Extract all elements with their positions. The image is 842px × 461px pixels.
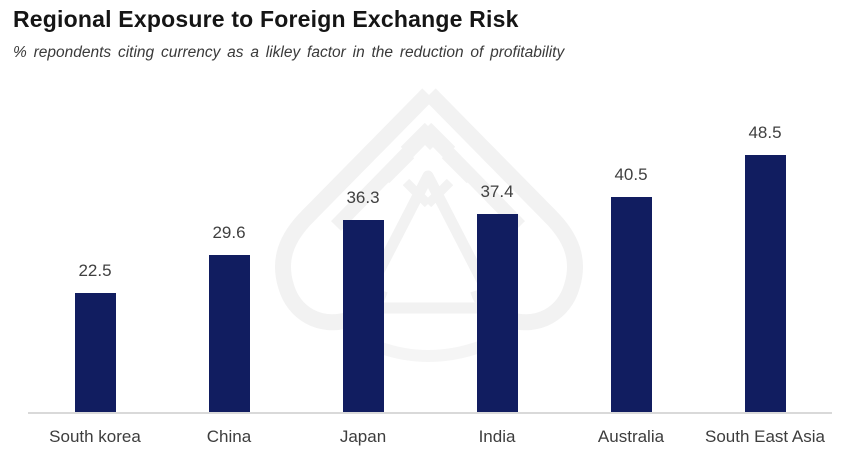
bar-value-label: 37.4 (480, 182, 514, 201)
bar-australia (610, 197, 652, 412)
bar-column-australia: 40.5 (564, 165, 698, 412)
bar-column-japan: 36.3 (296, 188, 430, 412)
x-axis-label-china: China (206, 427, 252, 446)
bar-south-east-asia (744, 155, 786, 412)
x-axis-label-japan: Japan (339, 427, 387, 446)
bar-china (208, 255, 250, 412)
chart-subtitle: % repondents citing currency as a likley… (13, 44, 565, 61)
x-axis-label-australia: Australia (597, 427, 665, 446)
x-axis-label-south-korea: South korea (49, 427, 141, 446)
bar-column-south-east-asia: 48.5 (698, 123, 832, 412)
bar-south-korea (74, 293, 116, 412)
x-axis-line (28, 412, 832, 414)
bar-column-india: 37.4 (430, 182, 564, 412)
x-axis-label-south-east-asia: South East Asia (704, 427, 826, 446)
bar-value-label: 48.5 (748, 123, 782, 142)
bar-value-label: 29.6 (212, 223, 246, 242)
plot-area: 22.5 29.6 36.3 37.4 40.5 48.5 (28, 0, 832, 412)
chart-title: Regional Exposure to Foreign Exchange Ri… (13, 6, 519, 32)
x-axis-labels: South korea China Japan India Australia … (28, 427, 832, 447)
bar-column-south-korea: 22.5 (28, 261, 162, 412)
bar-value-label: 36.3 (346, 188, 380, 207)
x-axis-label-india: India (478, 427, 516, 446)
bar-value-label: 22.5 (78, 261, 112, 280)
bar-india (476, 214, 518, 412)
bar-value-label: 40.5 (614, 165, 648, 184)
bar-column-china: 29.6 (162, 223, 296, 412)
bar-japan (342, 220, 384, 412)
